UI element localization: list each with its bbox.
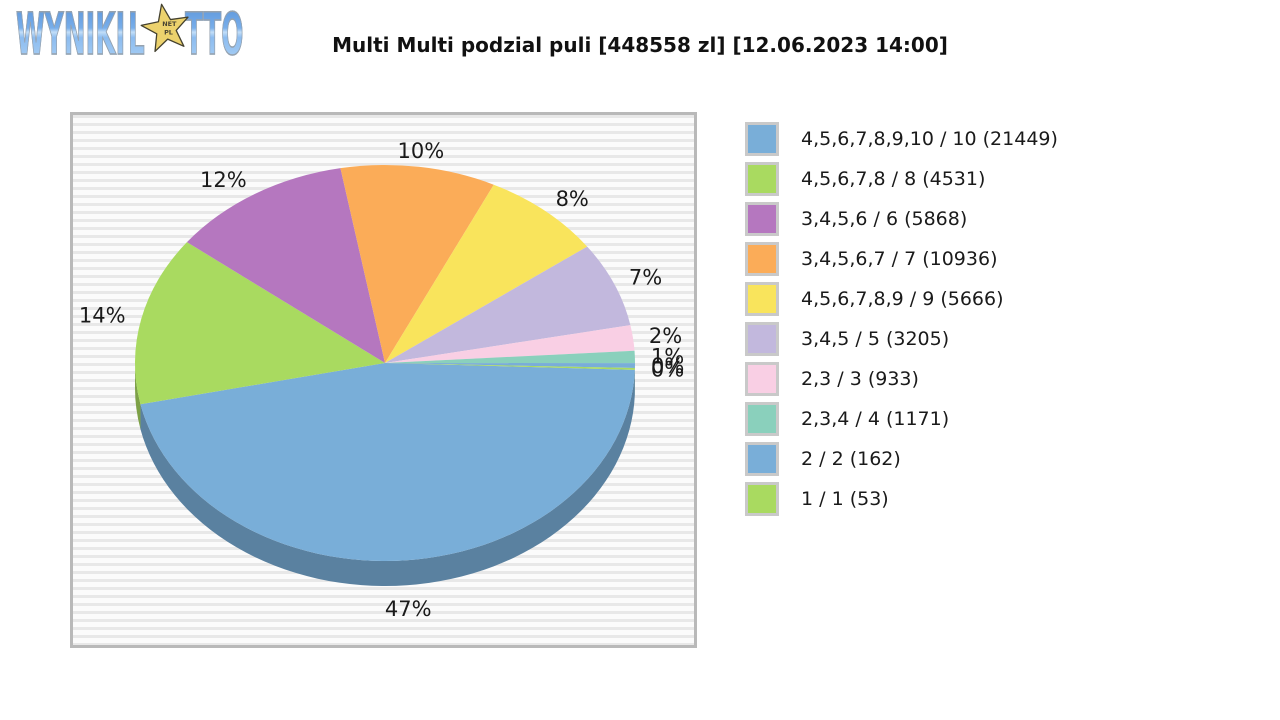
legend-item: 2,3,4 / 4 (1171) xyxy=(745,402,1058,436)
legend-label: 1 / 1 (53) xyxy=(801,488,889,510)
legend-item: 3,4,5,6 / 6 (5868) xyxy=(745,202,1058,236)
pie-slice xyxy=(385,363,635,369)
percent-label: 10% xyxy=(398,139,445,163)
pie-slice xyxy=(135,242,385,405)
legend-swatch xyxy=(745,242,779,276)
site-logo[interactable]: WYNIKI L NET PL TTO xyxy=(16,0,244,68)
percent-label: 0% xyxy=(651,357,684,381)
legend-label: 4,5,6,7,8 / 8 (4531) xyxy=(801,168,986,190)
legend-item: 1 / 1 (53) xyxy=(745,482,1058,516)
star-shape xyxy=(140,3,189,53)
legend-label: 4,5,6,7,8,9,10 / 10 (21449) xyxy=(801,128,1058,150)
legend-label: 3,4,5 / 5 (3205) xyxy=(801,328,950,350)
legend-label: 3,4,5,6 / 6 (5868) xyxy=(801,208,968,230)
legend-swatch xyxy=(745,202,779,236)
star-text-line2: PL xyxy=(164,28,173,36)
percent-label: 47% xyxy=(385,597,432,621)
legend-item: 3,4,5 / 5 (3205) xyxy=(745,322,1058,356)
legend-label: 2 / 2 (162) xyxy=(801,448,901,470)
percent-label: 1% xyxy=(651,344,684,368)
legend-item: 4,5,6,7,8 / 8 (4531) xyxy=(745,162,1058,196)
percent-label: 8% xyxy=(556,187,589,211)
logo-star-icon: NET PL xyxy=(140,0,190,61)
legend-label: 3,4,5,6,7 / 7 (10936) xyxy=(801,248,998,270)
legend-swatch xyxy=(745,162,779,196)
legend-item: 4,5,6,7,8,9 / 9 (5666) xyxy=(745,282,1058,316)
percent-label: 2% xyxy=(649,324,682,348)
logo-word-lotto-tto: TTO xyxy=(185,0,244,68)
pie-slice-side xyxy=(135,363,141,430)
legend-swatch xyxy=(745,362,779,396)
legend-label: 2,3,4 / 4 (1171) xyxy=(801,408,950,430)
legend-item: 3,4,5,6,7 / 7 (10936) xyxy=(745,242,1058,276)
pie-slice xyxy=(186,168,385,363)
pie-chart: 47%14%12%10%8%7%2%1%0%0% xyxy=(79,139,684,621)
chart-legend: 4,5,6,7,8,9,10 / 10 (21449) 4,5,6,7,8 / 8… xyxy=(745,122,1058,522)
pie-slice xyxy=(385,363,635,370)
legend-swatch xyxy=(745,282,779,316)
pie-slice xyxy=(385,246,631,363)
legend-swatch xyxy=(745,442,779,476)
percent-label: 7% xyxy=(629,266,662,290)
legend-swatch xyxy=(745,322,779,356)
pie-slice xyxy=(385,325,635,363)
legend-item: 2,3 / 3 (933) xyxy=(745,362,1058,396)
pie-chart-plot-area: 47% 14% 12% 10% 8% 7% 2% 1% 0% 0% xyxy=(70,112,697,648)
pie-slice xyxy=(385,184,588,363)
percent-label: 0% xyxy=(651,354,684,378)
legend-swatch xyxy=(745,482,779,516)
star-text-line1: NET xyxy=(162,20,177,28)
legend-swatch xyxy=(745,402,779,436)
legend-label: 2,3 / 3 (933) xyxy=(801,368,919,390)
logo-word-wyniki: WYNIKI xyxy=(16,0,126,68)
percent-label: 14% xyxy=(79,304,126,328)
chart-title: Multi Multi podzial puli [448558 zl] [12… xyxy=(332,33,948,57)
pie-slice xyxy=(385,350,635,364)
legend-item: 2 / 2 (162) xyxy=(745,442,1058,476)
pie-slice xyxy=(340,165,494,363)
percent-label: 12% xyxy=(200,168,247,192)
pie-slice xyxy=(140,363,635,562)
legend-swatch xyxy=(745,122,779,156)
logo-word-lotto-l: L xyxy=(128,0,145,68)
legend-item: 4,5,6,7,8,9,10 / 10 (21449) xyxy=(745,122,1058,156)
legend-label: 4,5,6,7,8,9 / 9 (5666) xyxy=(801,288,1004,310)
